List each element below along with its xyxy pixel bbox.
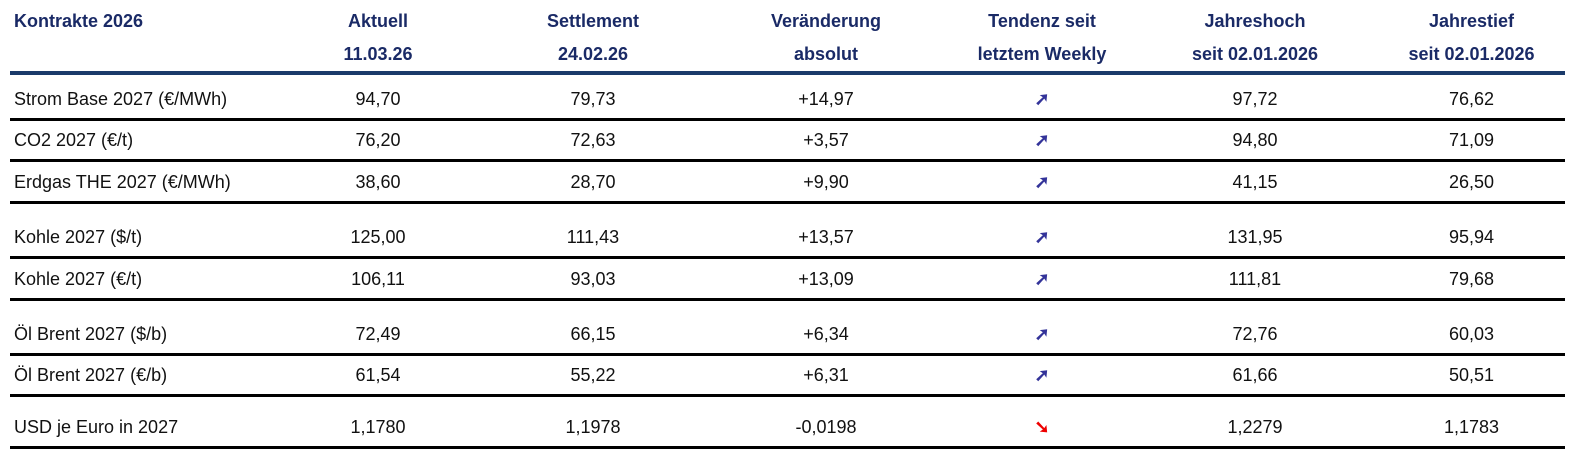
trend-up-arrow-icon: ➚ [952,257,1132,301]
header-line2: seit 02.01.2026 [1408,44,1535,64]
settlement-value: 28,70 [486,160,700,204]
table-row: Kohle 2027 (€/t) 106,11 93,03 +13,09 ➚ 111,81… [10,257,1565,301]
header-line2: absolut [793,44,858,64]
settlement-value: 72,63 [486,119,700,162]
table-row: Öl Brent 2027 ($/b) 72,49 66,15 +6,34 ➚ 72,76… [10,299,1565,356]
header-line1: Aktuell [347,11,408,31]
header-year-low: Jahrestief seit 02.01.2026 [1378,0,1565,75]
year-high-value: 41,15 [1132,160,1378,204]
year-high-value: 1,2279 [1132,395,1378,449]
aktuell-value: 38,60 [270,160,486,204]
settlement-value: 66,15 [486,299,700,356]
header-year-high: Jahreshoch seit 02.01.2026 [1132,0,1378,75]
trend-down-arrow-icon: ➘ [952,395,1132,449]
change-value: +9,90 [700,160,952,204]
year-low-value: 76,62 [1378,73,1565,121]
header-settlement: Settlement 24.02.26 [486,0,700,75]
header-line1: Tendenz seit [988,11,1096,31]
year-low-value: 79,68 [1378,257,1565,301]
trend-up-arrow-icon: ➚ [952,73,1132,121]
year-high-value: 131,95 [1132,202,1378,259]
header-row: Kontrakte 2026 Aktuell 11.03.26 Settlemen… [10,0,1565,75]
header-line2: letztem Weekly [977,44,1107,64]
aktuell-value: 1,1780 [270,395,486,449]
header-change: Veränderung absolut [700,0,952,75]
settlement-value: 79,73 [486,73,700,121]
year-high-value: 111,81 [1132,257,1378,301]
change-value: +6,34 [700,299,952,356]
header-line1: Jahrestief [1428,11,1515,31]
year-high-value: 61,66 [1132,354,1378,397]
year-high-value: 72,76 [1132,299,1378,356]
trend-up-arrow-icon: ➚ [952,202,1132,259]
settlement-value: 55,22 [486,354,700,397]
row-label: Öl Brent 2027 ($/b) [10,299,270,356]
year-high-value: 97,72 [1132,73,1378,121]
row-label: Kohle 2027 (€/t) [10,257,270,301]
row-label: CO2 2027 (€/t) [10,119,270,162]
change-value: +13,57 [700,202,952,259]
header-line1: Settlement [546,11,640,31]
header-line2: seit 02.01.2026 [1191,44,1319,64]
aktuell-value: 61,54 [270,354,486,397]
contracts-table: Kontrakte 2026 Aktuell 11.03.26 Settlemen… [10,0,1565,449]
row-label: Erdgas THE 2027 (€/MWh) [10,160,270,204]
year-low-value: 1,1783 [1378,395,1565,449]
year-low-value: 50,51 [1378,354,1565,397]
change-value: +14,97 [700,73,952,121]
table-row: USD je Euro in 2027 1,1780 1,1978 -0,0198 ➘ 1… [10,395,1565,449]
year-low-value: 26,50 [1378,160,1565,204]
row-label: Kohle 2027 ($/t) [10,202,270,259]
settlement-value: 111,43 [486,202,700,259]
change-value: +3,57 [700,119,952,162]
row-label: USD je Euro in 2027 [10,395,270,449]
trend-up-arrow-icon: ➚ [952,299,1132,356]
header-contracts: Kontrakte 2026 [10,0,270,75]
change-value: +6,31 [700,354,952,397]
aktuell-value: 125,00 [270,202,486,259]
year-high-value: 94,80 [1132,119,1378,162]
header-line2: 11.03.26 [343,44,413,64]
settlement-value: 1,1978 [486,395,700,449]
table-row: CO2 2027 (€/t) 76,20 72,63 +3,57 ➚ 94,80 71,09 [10,119,1565,162]
table-row: Kohle 2027 ($/t) 125,00 111,43 +13,57 ➚ 131,9… [10,202,1565,259]
row-label: Öl Brent 2027 (€/b) [10,354,270,397]
aktuell-value: 106,11 [270,257,486,301]
table-row: Strom Base 2027 (€/MWh) 94,70 79,73 +14,97 ➚… [10,73,1565,121]
table-row: Öl Brent 2027 (€/b) 61,54 55,22 +6,31 ➚ 61,66… [10,354,1565,397]
change-value: +13,09 [700,257,952,301]
trend-up-arrow-icon: ➚ [952,119,1132,162]
year-low-value: 71,09 [1378,119,1565,162]
header-trend: Tendenz seit letztem Weekly [952,0,1132,75]
header-line1: Jahreshoch [1204,11,1306,31]
aktuell-value: 94,70 [270,73,486,121]
trend-up-arrow-icon: ➚ [952,160,1132,204]
year-low-value: 60,03 [1378,299,1565,356]
year-low-value: 95,94 [1378,202,1565,259]
row-label: Strom Base 2027 (€/MWh) [10,73,270,121]
aktuell-value: 76,20 [270,119,486,162]
aktuell-value: 72,49 [270,299,486,356]
header-line2: 24.02.26 [557,44,629,64]
table-row: Erdgas THE 2027 (€/MWh) 38,60 28,70 +9,90 ➚ 4… [10,160,1565,204]
settlement-value: 93,03 [486,257,700,301]
header-line1: Veränderung [770,11,882,31]
trend-up-arrow-icon: ➚ [952,354,1132,397]
header-aktuell: Aktuell 11.03.26 [270,0,486,75]
change-value: -0,0198 [700,395,952,449]
